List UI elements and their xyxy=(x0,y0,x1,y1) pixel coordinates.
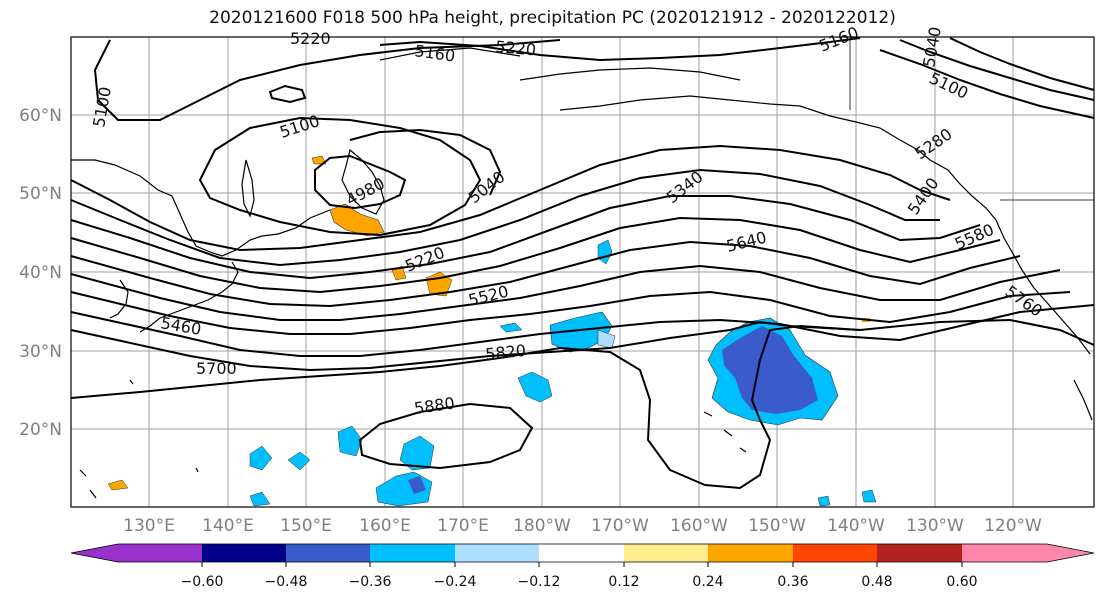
coast-alaska xyxy=(799,105,1091,355)
lon-label: 130°E xyxy=(123,516,175,536)
colorbar-outline xyxy=(70,543,1095,563)
precip-blob-west-2 xyxy=(337,425,363,457)
contour-5640 xyxy=(70,290,1071,335)
precip-blob-south-3 xyxy=(287,451,311,471)
lon-label: 130°W xyxy=(906,516,964,536)
precip-blob-south-6 xyxy=(817,495,831,507)
colorbar-extend-low xyxy=(71,544,118,562)
coast-japan xyxy=(139,261,239,333)
coast-asia xyxy=(71,159,331,257)
colorbar-bin xyxy=(624,544,709,562)
contour-5100-north xyxy=(93,39,561,121)
precip-blob-west-1 xyxy=(517,371,553,403)
contour-5160-ne xyxy=(829,37,1095,119)
contour-label: 5220 xyxy=(495,37,537,59)
colorbar-bin xyxy=(286,544,371,562)
longitude-labels: 130°E 140°E 150°E 160°E 170°E 180°W 170°… xyxy=(123,516,1042,536)
height-contours xyxy=(70,37,1095,490)
lon-label: 120°W xyxy=(984,516,1042,536)
colorbar-tick-label: 0.60 xyxy=(946,574,977,590)
graticule xyxy=(71,37,1094,507)
lon-label: 180°W xyxy=(513,516,571,536)
precip-blob-south-4 xyxy=(249,491,271,507)
contour-4980 xyxy=(314,154,407,210)
colorbar-bin xyxy=(118,544,203,562)
colorbar-tick-label: 0.48 xyxy=(861,574,892,590)
precip-blob-orange-3 xyxy=(311,155,327,165)
contour-5880 xyxy=(358,402,534,470)
contour-5520 xyxy=(70,240,1021,308)
colorbar-tick-label: −0.36 xyxy=(349,574,392,590)
lon-label: 170°W xyxy=(591,516,649,536)
contour-small-ring xyxy=(268,84,307,104)
contour-5340 xyxy=(70,168,940,267)
map-title: 2020121600 F018 500 hPa height, precipit… xyxy=(209,8,896,28)
latitude-labels: 60°N 50°N 40°N 30°N 20°N xyxy=(19,106,62,440)
map-border xyxy=(70,36,1095,508)
coast-mexico xyxy=(1073,379,1093,421)
colorbar: −0.60 −0.48 −0.36 −0.24 −0.12 0.12 0.24 … xyxy=(70,543,1095,590)
contour-5820 xyxy=(70,324,861,490)
contour-5100-ne xyxy=(899,39,1095,101)
precip-blob-hawaii-inner xyxy=(722,326,818,414)
lon-label: 170°E xyxy=(437,516,489,536)
colorbar-bin xyxy=(202,544,287,562)
contour-5580 xyxy=(70,264,1061,321)
colorbar-bin xyxy=(793,544,878,562)
colorbar-tick-label: 0.24 xyxy=(692,574,723,590)
coast-kamchatka xyxy=(341,148,385,215)
contour-5040-ne xyxy=(949,37,1095,91)
colorbar-tick-label: −0.48 xyxy=(265,574,308,590)
coast-arctic xyxy=(379,47,521,61)
lat-label: 40°N xyxy=(19,263,62,283)
precip-blob-south-2 xyxy=(249,445,273,471)
contour-5220-ring xyxy=(198,116,482,237)
contour-5400 xyxy=(70,195,981,280)
contour-5280 xyxy=(70,144,951,252)
colorbar-bin xyxy=(539,544,625,562)
coast-aleutians xyxy=(559,95,801,111)
lon-label: 160°E xyxy=(359,516,411,536)
colorbar-tick-label: −0.12 xyxy=(518,574,561,590)
lat-label: 50°N xyxy=(19,184,62,204)
contour-5700 xyxy=(70,304,1095,357)
contour-label: 5700 xyxy=(196,359,237,378)
lon-label: 150°E xyxy=(280,516,332,536)
colorbar-bin xyxy=(962,544,1048,562)
precipitation-shading xyxy=(107,155,877,507)
precip-blob-south-1-core xyxy=(408,476,426,494)
colorbar-bin xyxy=(877,544,963,562)
precip-blob-south-7 xyxy=(861,489,877,503)
precip-blob-orange-4 xyxy=(107,479,129,491)
islands-misc xyxy=(79,379,199,499)
colorbar-tick-label: 0.36 xyxy=(777,574,808,590)
colorbar-extend-high xyxy=(1047,544,1094,562)
colorbar-tick-label: −0.60 xyxy=(181,574,224,590)
colorbar-bin xyxy=(455,544,540,562)
lon-label: 150°W xyxy=(748,516,806,536)
colorbar-bin xyxy=(370,544,456,562)
contour-label: 5220 xyxy=(290,29,331,48)
colorbar-tick-label: 0.12 xyxy=(608,574,639,590)
lat-label: 30°N xyxy=(19,342,62,362)
colorbar-ticks xyxy=(201,562,963,567)
contour-5460 xyxy=(70,216,1001,294)
islands-hawaii xyxy=(703,411,747,453)
colorbar-tick-label: −0.24 xyxy=(434,574,477,590)
coastlines xyxy=(71,37,1094,499)
contour-5040 xyxy=(349,128,502,196)
contour-5760 xyxy=(70,318,1095,372)
precip-blob-south-5 xyxy=(499,322,523,333)
lat-label: 60°N xyxy=(19,106,62,126)
coast-sakhalin xyxy=(241,159,255,218)
contour-5160-north xyxy=(379,40,831,62)
colorbar-bin xyxy=(708,544,794,562)
lon-label: 140°W xyxy=(827,516,885,536)
lat-label: 20°N xyxy=(19,420,62,440)
lon-label: 140°E xyxy=(202,516,254,536)
coast-bering xyxy=(519,67,741,81)
contour-label: 5820 xyxy=(484,341,526,364)
lon-label: 160°W xyxy=(670,516,728,536)
